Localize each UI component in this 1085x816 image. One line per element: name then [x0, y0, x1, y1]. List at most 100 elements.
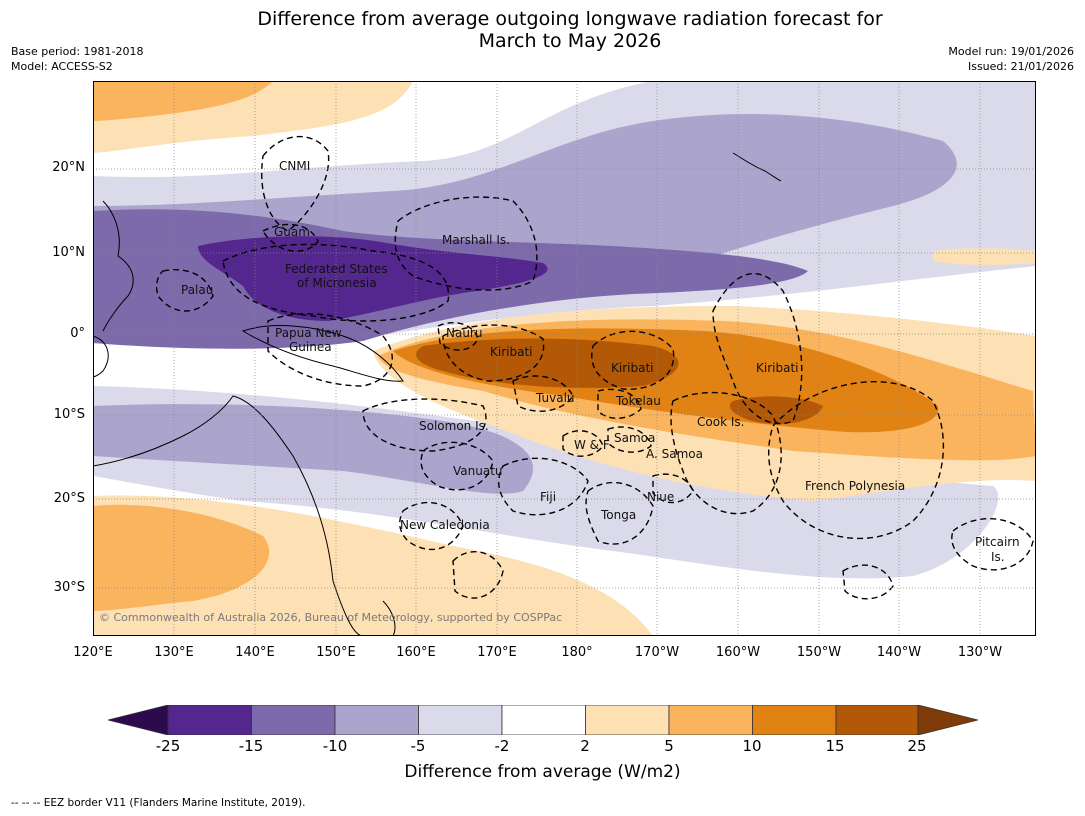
colorbar-bin-8 [752, 705, 837, 735]
eez-guam [262, 223, 319, 252]
colorbar-tick-m5: -5 [410, 737, 426, 755]
contour-pos-2-east [933, 248, 1036, 266]
map-frame [93, 81, 1036, 636]
eez-samoa [607, 426, 652, 453]
lon-label-160w: 160°W [715, 645, 761, 660]
eez-cook [670, 391, 782, 515]
base-period: Base period: 1981-2018 [11, 45, 144, 58]
colorbar-extend-low [108, 705, 169, 735]
eez-kiribati-line [712, 272, 803, 425]
label-newcal: New Caledonia [400, 518, 490, 532]
lon-label-130w: 130°W [957, 645, 1003, 660]
eez-niue [652, 473, 694, 504]
colorbar-tick-m2: -2 [494, 737, 510, 755]
colorbar-bin-7 [668, 705, 753, 735]
label-french-polynesia: French Polynesia [805, 479, 905, 493]
coastline-borneo [93, 335, 109, 378]
eez-pitcairn [951, 518, 1034, 571]
label-asamoa: A. Samoa [646, 447, 703, 461]
colorbar-bin-9 [835, 705, 919, 735]
colorbar-bin-1 [167, 705, 252, 735]
label-png-2: Guinea [289, 340, 332, 354]
lon-label-120e: 120°E [73, 645, 113, 660]
label-png-1: Papua New [275, 326, 342, 340]
label-palau: Palau [181, 283, 213, 297]
label-nauru: Nauru [446, 326, 482, 340]
contour-pos-15-central [416, 338, 679, 388]
eez-nauru [437, 322, 479, 351]
eez-kiribati-phoenix [591, 330, 675, 390]
colorbar-tick-25: 25 [907, 737, 927, 755]
map-panel: CNMI Guam Marshall Is. Federated States … [93, 81, 1036, 636]
lat-label-0: 0° [70, 326, 85, 341]
label-kiribati-east: Kiribati [756, 361, 798, 375]
eez-cnmi [261, 135, 330, 232]
eez-tonga [585, 481, 654, 545]
eez-rapa [842, 564, 894, 600]
colorbar-tick-5: 5 [664, 737, 674, 755]
eez-marshall [394, 196, 538, 291]
eez-palau [155, 269, 214, 312]
coastline-new-zealand [382, 600, 396, 636]
anomaly-map: CNMI Guam Marshall Is. Federated States … [93, 81, 1036, 636]
lat-label-10s: 10°S [53, 407, 85, 422]
title-line-2: March to May 2026 [478, 30, 662, 52]
colorbar-tick-10: 10 [742, 737, 762, 755]
label-kiribati-west: Kiribati [490, 345, 532, 359]
coastline-hawaii [732, 152, 782, 182]
label-cnmi: CNMI [279, 159, 310, 173]
lon-label-170e: 170°E [477, 645, 517, 660]
lat-label-10n: 10°N [52, 245, 85, 260]
colorbar-tick-15: 15 [825, 737, 845, 755]
eez-new-caledonia [399, 501, 464, 551]
colorbar-bin-3 [334, 705, 419, 735]
label-fsm-2: of Micronesia [297, 276, 377, 290]
map-title: Difference from average outgoing longwav… [120, 8, 1020, 52]
eez-tokelau [597, 388, 642, 419]
issued-date: Issued: 21/01/2026 [967, 60, 1074, 73]
lon-label-150e: 150°E [316, 645, 356, 660]
eez-kermadec [452, 551, 504, 599]
eez-tuvalu [512, 375, 574, 412]
eez-vanuatu [420, 441, 494, 491]
label-fsm-1: Federated States [285, 262, 387, 276]
footer-note: -- -- -- EEZ border V11 (Flanders Marine… [11, 797, 306, 809]
label-vanuatu: Vanuatu [453, 464, 503, 478]
lon-label-180: 180° [561, 645, 593, 660]
lon-label-130e: 130°E [154, 645, 194, 660]
coastline-new-guinea [241, 325, 404, 382]
colorbar-bin-4 [418, 705, 503, 735]
meta-left: Base period: 1981-2018 Model: ACCESS-S2 [11, 44, 143, 74]
label-wf: W & F [574, 438, 610, 452]
eez-borders [155, 135, 1034, 600]
label-guam: Guam [274, 225, 310, 239]
label-kiribati-central: Kiribati [611, 361, 653, 375]
contour-pos-5-northwest [93, 81, 273, 121]
graticule [93, 81, 1036, 636]
label-fiji: Fiji [540, 490, 556, 504]
colorbar-tick-2: 2 [580, 737, 590, 755]
label-cook: Cook Is. [697, 415, 744, 429]
copyright-notice: © Commonwealth of Australia 2026, Bureau… [99, 611, 562, 624]
colorbar-tick-m10: -10 [322, 737, 348, 755]
label-marshall: Marshall Is. [442, 233, 510, 247]
eez-fiji [497, 457, 589, 516]
eez-wallis-futuna [562, 430, 604, 457]
colorbar-bin-6 [585, 705, 670, 735]
lat-label-30s: 30°S [53, 580, 85, 595]
eez-solomon [362, 398, 487, 452]
model-name: Model: ACCESS-S2 [11, 60, 113, 73]
colorbar-label: Difference from average (W/m2) [404, 762, 681, 782]
meta-right: Model run: 19/01/2026 Issued: 21/01/2026 [948, 44, 1074, 74]
lon-label-160e: 160°E [396, 645, 436, 660]
contour-neg-10-south [93, 404, 534, 494]
eez-png [267, 313, 393, 387]
coastline-australia [93, 395, 364, 636]
lat-label-20s: 20°S [53, 491, 85, 506]
coastline-philippines [102, 200, 134, 332]
label-pitcairn-1: Pitcairn [975, 535, 1020, 549]
label-niue: Niue [647, 490, 674, 504]
colorbar-tick-m15: -15 [238, 737, 264, 755]
colorbar-extend-high [917, 705, 978, 735]
eez-french-polynesia [768, 381, 945, 540]
